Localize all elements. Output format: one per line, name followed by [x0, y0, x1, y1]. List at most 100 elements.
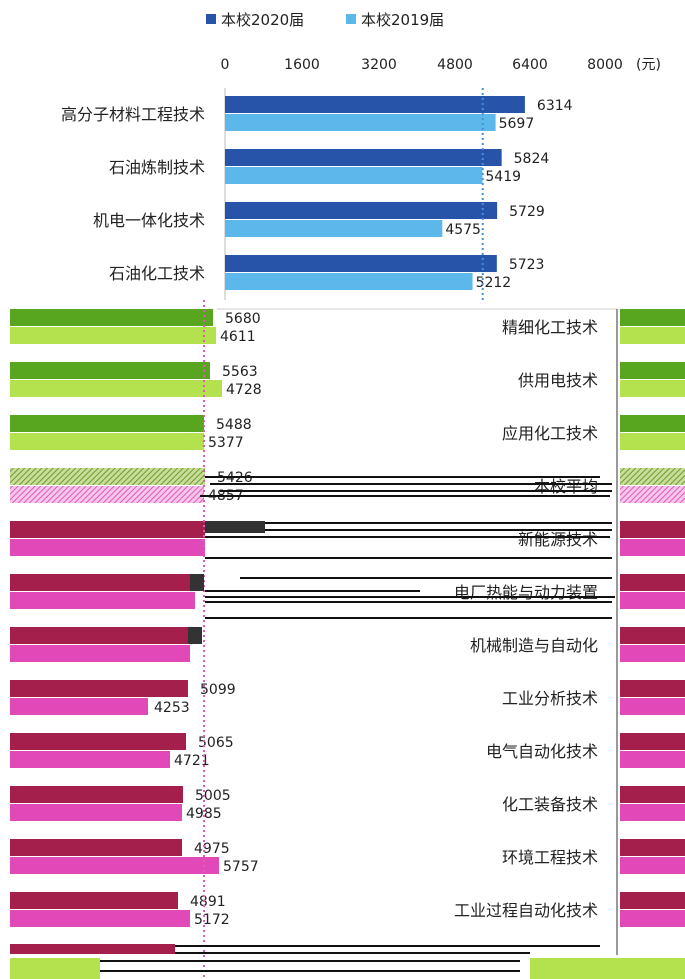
legend-swatch-2019 [346, 14, 356, 24]
bar-2019-clip [620, 380, 685, 397]
bar-2019-clip [620, 857, 685, 874]
bar-2020-clip [620, 839, 685, 856]
glitch-block [188, 627, 202, 644]
bar-2019 [10, 327, 216, 344]
data-label: 4728 [226, 382, 262, 398]
rendering-artifacts [10, 308, 685, 979]
bar-2019-clip [620, 645, 685, 662]
bar-2020 [10, 574, 193, 591]
bar-2019 [10, 380, 222, 397]
category-label: 化工装备技术 [502, 795, 598, 814]
bar-2019-clip [620, 910, 685, 927]
category-label: 电厂热能与动力装置 [454, 583, 598, 602]
data-label: 5729 [509, 204, 545, 220]
bar-2020 [10, 362, 210, 379]
category-label: 石油化工技术 [109, 264, 205, 283]
category-label: 精细化工技术 [502, 318, 598, 337]
bar-2020-clip [620, 362, 685, 379]
bar-2020-clip [620, 680, 685, 697]
bar-2020 [10, 627, 190, 644]
data-label: 5488 [216, 417, 252, 433]
bar-2020 [10, 839, 182, 856]
bar-2019-clip [620, 751, 685, 768]
category-label: 环境工程技术 [502, 848, 598, 867]
x-axis-unit: (元) [636, 57, 661, 73]
bar-2019 [10, 433, 204, 450]
glitch-block [205, 521, 265, 533]
data-label: 5697 [499, 116, 535, 132]
bar-2019-clip [620, 804, 685, 821]
data-label: 5680 [225, 311, 261, 327]
glitch-block [190, 574, 204, 591]
data-label: 5757 [223, 859, 259, 875]
bars-group [10, 96, 685, 927]
bar-2020 [10, 892, 178, 909]
data-label: 4975 [194, 841, 230, 857]
bar-2020-clip [620, 309, 685, 326]
data-label: 5172 [194, 912, 230, 928]
category-label: 工业过程自动化技术 [454, 901, 598, 920]
data-label: 5099 [200, 682, 236, 698]
bar-2020 [225, 255, 497, 272]
bar-2019 [10, 645, 190, 662]
x-tick-label: 0 [221, 57, 230, 73]
bar-2019 [225, 167, 483, 184]
data-label: 4253 [154, 700, 190, 716]
bar-2020-clip [620, 415, 685, 432]
bar-2019-clip [620, 327, 685, 344]
category-label: 本校平均 [534, 477, 598, 496]
data-label: 4721 [174, 753, 210, 769]
bar-2020 [10, 521, 205, 538]
bar-2020-clip [620, 892, 685, 909]
bar-2020-clip [620, 468, 685, 485]
reference-line-group [203, 88, 484, 979]
bar-2019 [225, 273, 473, 290]
data-label: 5212 [476, 275, 512, 291]
bar-2019-clip [620, 539, 685, 556]
category-label: 电气自动化技术 [486, 742, 598, 761]
data-label: 4891 [190, 894, 226, 910]
bar-2019 [10, 751, 170, 768]
category-label: 应用化工技术 [502, 424, 598, 443]
bar-2020-clip [620, 627, 685, 644]
data-label: 5005 [195, 788, 231, 804]
data-label: 4611 [220, 329, 256, 345]
bar-2020 [225, 96, 525, 113]
bar-2019-clip [620, 698, 685, 715]
data-label: 6314 [537, 98, 573, 114]
data-label: 5065 [198, 735, 234, 751]
category-label: 机电一体化技术 [93, 211, 205, 230]
category-label: 石油炼制技术 [109, 158, 205, 177]
x-tick-label: 1600 [284, 57, 320, 73]
bar-2019-clip [620, 592, 685, 609]
data-label: 5419 [485, 169, 521, 185]
bar-2019-clip [620, 433, 685, 450]
bar-2020 [225, 202, 498, 219]
legend-label-2020: 本校2020届 [221, 11, 304, 29]
bar-2020 [10, 733, 186, 750]
category-label: 高分子材料工程技术 [61, 105, 205, 124]
bar-2019 [10, 910, 190, 927]
legend-swatch-2020 [206, 14, 216, 24]
bar-2020-clip [620, 574, 685, 591]
data-label: 4985 [186, 806, 222, 822]
bar-2020 [10, 786, 183, 803]
data-label: 5824 [514, 151, 550, 167]
bar-2019 [10, 486, 204, 503]
data-label: 5723 [509, 257, 545, 273]
bar-2020 [10, 468, 205, 485]
bar-2020 [10, 415, 204, 432]
bar-clip-bottom [10, 944, 175, 954]
bar-2020 [225, 149, 502, 166]
bar-2019 [10, 804, 182, 821]
category-label: 机械制造与自动化 [470, 636, 598, 655]
bar-2019 [10, 539, 205, 556]
data-label: 5377 [208, 435, 244, 451]
bar-2020-clip [620, 733, 685, 750]
bar-2019-clip [620, 486, 685, 503]
legend-label-2019: 本校2019届 [361, 11, 444, 29]
data-label: 4575 [445, 222, 481, 238]
category-label: 新能源技术 [518, 530, 598, 549]
category-label: 供用电技术 [518, 371, 598, 390]
